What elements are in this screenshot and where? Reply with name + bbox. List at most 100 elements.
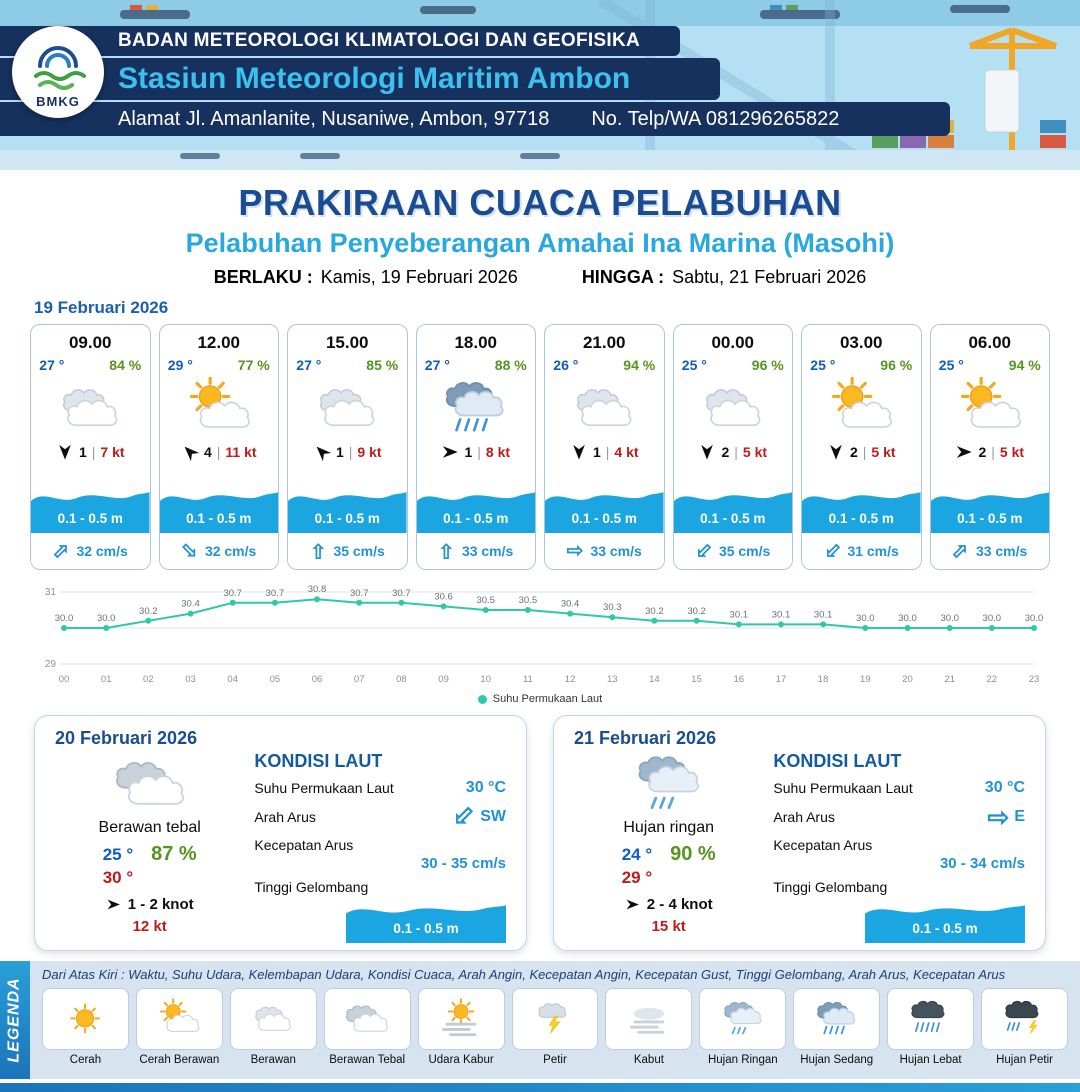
bmkg-logo: BMKG xyxy=(12,26,104,118)
weather-icon xyxy=(815,376,907,439)
temp-min: 25 ° xyxy=(102,844,134,864)
svg-text:30.7: 30.7 xyxy=(266,588,285,599)
current-direction-arrow-icon: ⇨ xyxy=(946,537,975,565)
wind-info: 1 | 4 kt xyxy=(570,443,639,461)
sun-icon xyxy=(42,988,129,1050)
wind-speed: 4 xyxy=(203,444,212,460)
wave-height-label: Tinggi Gelombang xyxy=(773,879,888,895)
sst-chart-plot: 29 31 30.0 00 30.0 01 30.2 02 30.4 03 30.7 04 30.7 05… xyxy=(30,576,1050,693)
wind-info: 1 - 2 knot xyxy=(106,896,194,913)
svg-text:30.0: 30.0 xyxy=(940,613,959,624)
weather-icon xyxy=(430,377,522,439)
current-direction-label: Arah Arus xyxy=(773,809,835,825)
svg-text:10: 10 xyxy=(480,674,491,685)
humidity: 84 % xyxy=(109,357,142,373)
forecast-card: 18.00 27 ° 88 % 1 | 8 kt 0.1 - 0.5 m ⇨ 33 cm… xyxy=(415,324,536,570)
current-direction: SW xyxy=(480,808,506,825)
wind-speed: 1 - 2 knot xyxy=(127,896,194,913)
forecast-time: 18.00 xyxy=(454,333,498,352)
humidity: 96 % xyxy=(751,357,784,373)
moderate-rain-icon xyxy=(793,988,881,1050)
station-address: Alamat Jl. Amanlanite, Nusaniwe, Ambon, … xyxy=(118,107,550,130)
svg-text:30.8: 30.8 xyxy=(308,584,327,595)
humidity: 94 % xyxy=(623,357,656,373)
legend-item: Berawan Tebal xyxy=(323,988,411,1066)
station-phone: No. Telp/WA 081296265822 xyxy=(591,107,840,130)
wind-speed: 1 xyxy=(592,444,601,460)
thick-cloud-icon xyxy=(323,988,411,1050)
wind-direction-arrow-icon xyxy=(698,443,716,461)
current-direction-arrow-icon: ⇨ xyxy=(307,542,330,560)
separator: | xyxy=(348,444,353,460)
wind-speed: 2 - 4 knot xyxy=(646,896,713,913)
forecast-card: 15.00 27 ° 85 % 1 | 9 kt 0.1 - 0.5 m ⇨ 35 cm… xyxy=(287,324,408,570)
current-info: ⇨ 32 cm/s xyxy=(31,533,150,569)
wave-icon xyxy=(865,897,1025,943)
current-speed: 35 cm/s xyxy=(718,543,771,559)
current-speed: 35 cm/s xyxy=(333,543,385,559)
current-info: ⇨ 32 cm/s xyxy=(159,533,278,569)
wave-icon xyxy=(416,483,535,533)
svg-text:30.7: 30.7 xyxy=(223,588,242,599)
gust-speed: 5 kt xyxy=(999,444,1025,460)
temp-min: 24 ° xyxy=(621,844,653,864)
wave-icon xyxy=(930,483,1049,533)
svg-text:14: 14 xyxy=(649,674,660,685)
forecast-time: 21.00 xyxy=(582,333,626,352)
thunderstorm-icon xyxy=(981,988,1068,1050)
forecast-card: 00.00 25 ° 96 % 2 | 5 kt 0.1 - 0.5 m ⇨ 35 cm… xyxy=(672,324,793,570)
legend-item: Hujan Petir xyxy=(981,988,1068,1066)
svg-text:30.1: 30.1 xyxy=(814,609,833,620)
sea-condition-title: KONDISI LAUT xyxy=(773,751,902,771)
wind-info: 2 | 5 kt xyxy=(827,443,896,461)
svg-text:30.2: 30.2 xyxy=(687,606,706,617)
light-rain-icon xyxy=(699,988,787,1050)
svg-text:23: 23 xyxy=(1029,674,1040,685)
daily-date: 21 Februari 2026 xyxy=(574,728,717,748)
separator: | xyxy=(216,444,221,460)
wave-height: 0.1 - 0.5 m xyxy=(288,483,407,533)
svg-text:03: 03 xyxy=(185,674,196,685)
svg-text:09: 09 xyxy=(438,674,449,685)
forecast-time: 00.00 xyxy=(711,333,755,352)
wave-height: 0.1 - 0.5 m xyxy=(802,483,921,533)
svg-text:30.4: 30.4 xyxy=(561,599,580,610)
current-speed: 31 cm/s xyxy=(847,543,899,559)
separator: | xyxy=(991,444,995,460)
humidity: 90 % xyxy=(670,843,716,865)
legend-item: Petir xyxy=(511,988,599,1066)
temp-max: 29 ° xyxy=(621,868,653,887)
svg-text:07: 07 xyxy=(354,674,365,685)
current-direction-arrow-icon: ⇨ xyxy=(47,537,75,565)
gust-speed: 4 kt xyxy=(614,444,639,460)
wave-height: 0.1 - 0.5 m xyxy=(416,483,535,533)
wind-info: 2 | 5 kt xyxy=(698,443,767,461)
svg-text:30.7: 30.7 xyxy=(392,588,411,599)
weather-icon xyxy=(173,376,265,439)
gust-speed: 5 kt xyxy=(742,444,768,460)
current-speed-label: Kecepatan Arus xyxy=(773,837,873,853)
svg-text:30.0: 30.0 xyxy=(55,613,74,624)
svg-text:22: 22 xyxy=(987,674,998,685)
header-banner: BADAN METEOROLOGI KLIMATOLOGI DAN GEOFIS… xyxy=(0,0,1080,170)
wind-info: 2 - 4 knot xyxy=(625,896,713,913)
humidity: 77 % xyxy=(237,357,270,373)
svg-text:30.0: 30.0 xyxy=(97,613,116,624)
current-speed: 32 cm/s xyxy=(76,543,128,559)
wind-speed: 1 xyxy=(78,444,87,460)
valid-until-label: HINGGA : xyxy=(581,267,665,287)
current-speed-value: 30 - 35 cm/s xyxy=(420,855,506,872)
forecast-card: 09.00 27 ° 84 % 1 | 7 kt 0.1 - 0.5 m ⇨ 32 cm… xyxy=(30,324,151,570)
wind-direction-arrow-icon xyxy=(827,443,845,461)
current-info: ⇨ 35 cm/s xyxy=(673,533,792,569)
sst-label: Suhu Permukaan Laut xyxy=(254,780,394,796)
svg-text:00: 00 xyxy=(59,674,70,685)
wind-direction-arrow-icon xyxy=(570,443,588,461)
separator: | xyxy=(91,444,96,460)
legend-item: Hujan Sedang xyxy=(793,988,881,1066)
wind-info: 1 | 7 kt xyxy=(56,443,125,461)
svg-text:16: 16 xyxy=(734,674,745,685)
svg-text:12: 12 xyxy=(565,674,576,685)
wave-icon xyxy=(31,483,150,533)
daily-date: 20 Februari 2026 xyxy=(55,728,198,748)
